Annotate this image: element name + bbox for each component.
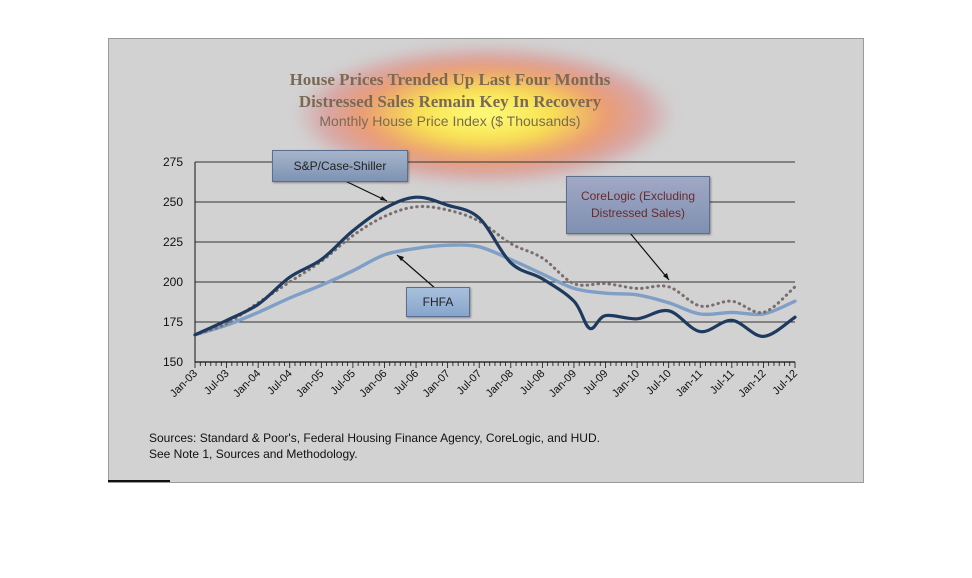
fhfa-arrow-head: [397, 255, 404, 261]
x-tick-label: Jul-05: [328, 368, 358, 398]
x-tick-label: Jul-08: [518, 368, 548, 398]
x-tick-label: Jul-10: [644, 368, 674, 398]
x-tick-label: Jul-03: [202, 368, 232, 398]
fhfa-callout: FHFA: [406, 287, 470, 317]
corelogic-callout: CoreLogic (Excluding Distressed Sales): [566, 176, 710, 234]
x-tick-label: Jan-08: [484, 368, 516, 400]
x-tick-label: Jan-03: [168, 368, 200, 400]
x-tick-label: Jul-09: [581, 368, 611, 398]
x-tick-label: Jan-12: [736, 368, 768, 400]
x-tick-label: Jan-10: [610, 368, 642, 400]
sp-case-shiller-callout: S&P/Case-Shiller: [272, 150, 408, 182]
x-tick-label: Jan-11: [674, 368, 706, 400]
sources-line2: See Note 1, Sources and Methodology.: [149, 447, 358, 461]
y-tick-label: 200: [163, 275, 183, 289]
series-line-corelogic-excluding-distressed-sales: [193, 205, 797, 337]
x-tick-label: Jul-11: [708, 368, 737, 397]
callout-arrows: [338, 177, 670, 290]
footer-underline: [108, 480, 170, 482]
y-tick-label: 250: [163, 195, 183, 209]
sp-arrow-head: [380, 196, 387, 201]
series-line-fhfa: [193, 243, 797, 337]
y-tick-label: 225: [163, 235, 183, 249]
fhfa-callout-label: FHFA: [422, 295, 454, 309]
x-tick-label: Jan-04: [231, 368, 263, 400]
fhfa-callout-arrow: [396, 254, 437, 290]
attention-heatmap-overlay: [150, 30, 770, 205]
corelogic-callout-arrow: [629, 232, 670, 281]
chart-subtitle: Monthly House Price Index ($ Thousands): [319, 113, 581, 129]
y-axis: 150 175 200 225 250 275: [163, 155, 196, 369]
x-tick-label: Jan-05: [294, 368, 326, 400]
chart-title-line2: Distressed Sales Remain Key In Recovery: [298, 92, 602, 111]
series-line-s-p-case-shiller: [193, 195, 797, 338]
x-tick-label: Jul-12: [770, 368, 800, 398]
chart-title: House Prices Trended Up Last Four Months: [289, 70, 611, 89]
x-axis: Jan-03 Jul-03 Jan-04 Jul-04 Jan-05 Jul-05 Jan-…: [168, 362, 800, 400]
y-tick-label: 175: [163, 315, 183, 329]
x-tick-label: Jan-09: [547, 368, 579, 400]
sources-line1: Sources: Standard & Poor's, Federal Hous…: [149, 431, 600, 445]
corelogic-arrow-head: [663, 273, 669, 280]
sp-callout-label: S&P/Case-Shiller: [293, 159, 387, 173]
corelogic-callout-line1: CoreLogic (Excluding: [580, 189, 696, 203]
x-tick-label: Jul-07: [455, 368, 485, 398]
y-tick-label: 150: [163, 355, 183, 369]
y-tick-label: 275: [163, 155, 183, 169]
corelogic-callout-line2: Distressed Sales): [590, 206, 686, 220]
x-tick-label: Jul-04: [265, 368, 295, 398]
series-lines: [193, 195, 797, 338]
x-tick-label: Jan-06: [357, 368, 389, 400]
x-tick-label: Jan-07: [420, 368, 452, 400]
sources-note: Sources: Standard & Poor's, Federal Hous…: [149, 430, 600, 462]
x-tick-label: Jul-06: [391, 368, 421, 398]
